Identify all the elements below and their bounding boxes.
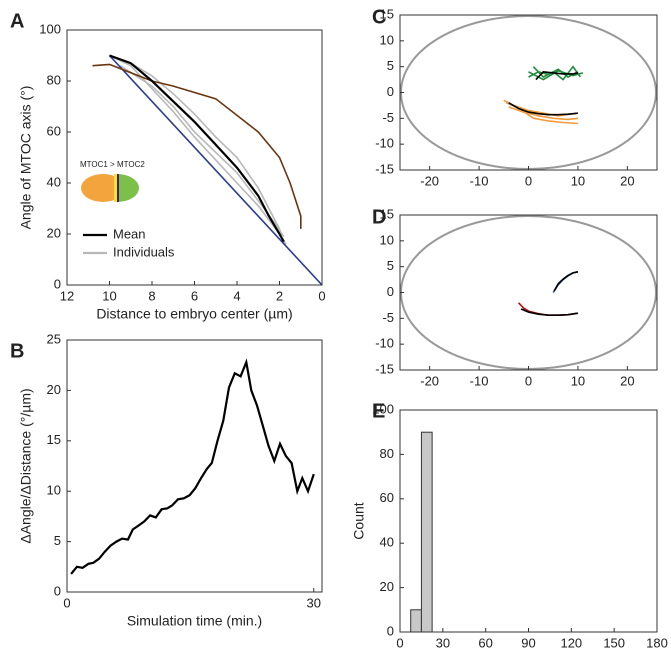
y-tick-label: 25 <box>47 331 61 346</box>
y-tick-label: 20 <box>47 225 61 240</box>
y-tick-label: 5 <box>54 533 61 548</box>
series-line <box>552 271 579 293</box>
y-tick-label: 40 <box>47 174 61 189</box>
x-tick-label: -10 <box>470 373 489 388</box>
x-tick-label: 0 <box>63 595 70 610</box>
y-axis-label: Angle of MTOC axis (°) <box>18 86 34 230</box>
series-line <box>109 54 285 243</box>
y-tick-label: 60 <box>47 123 61 138</box>
x-tick-label: -20 <box>420 373 439 388</box>
x-tick-label: 10 <box>571 373 585 388</box>
x-tick-label: 30 <box>307 595 321 610</box>
y-tick-label: 20 <box>47 382 61 397</box>
series-line <box>553 271 579 292</box>
hist-bar <box>420 431 433 633</box>
y-tick-label: 80 <box>47 72 61 87</box>
mtoc-icon <box>81 174 139 202</box>
y-tick-label: 0 <box>387 84 394 99</box>
y-tick-label: 60 <box>380 490 394 505</box>
x-tick-label: 30 <box>436 635 450 650</box>
y-tick-label: 80 <box>380 446 394 461</box>
y-tick-label: 5 <box>387 58 394 73</box>
series-line <box>119 65 285 238</box>
panel-label: C <box>372 6 386 28</box>
x-tick-label: 10 <box>571 173 585 188</box>
panel-label: E <box>372 400 385 422</box>
embryo-outline <box>400 15 657 170</box>
x-tick-label: 8 <box>148 288 155 303</box>
y-tick-label: 0 <box>387 284 394 299</box>
panel-label: B <box>10 340 24 362</box>
y-tick-label: -5 <box>382 110 394 125</box>
y-tick-label: 100 <box>39 21 61 36</box>
panel-label: D <box>372 206 386 228</box>
x-tick-label: 6 <box>191 288 198 303</box>
x-axis-label: Simulation time (min.) <box>127 613 262 629</box>
y-tick-label: 40 <box>380 535 394 550</box>
x-axis-label: Distance to embryo center (µm) <box>96 306 292 322</box>
series-line <box>70 358 315 575</box>
series-line <box>508 106 578 121</box>
x-tick-label: 0 <box>318 288 325 303</box>
y-axis-label: Count <box>351 502 367 539</box>
legend-label: Mean <box>113 226 146 241</box>
series-line <box>520 308 579 316</box>
y-tick-label: 10 <box>47 483 61 498</box>
x-tick-label: 180 <box>646 635 668 650</box>
panel-label: A <box>10 10 24 32</box>
series-line <box>92 63 302 229</box>
x-tick-label: 20 <box>620 173 634 188</box>
x-tick-label: 20 <box>620 373 634 388</box>
hist-bar <box>410 609 422 633</box>
x-tick-label: 60 <box>478 635 492 650</box>
y-tick-label: 10 <box>380 232 394 247</box>
x-tick-label: 0 <box>525 373 532 388</box>
axes-box <box>66 339 323 593</box>
y-tick-label: 15 <box>380 206 394 221</box>
x-tick-label: 4 <box>233 288 240 303</box>
y-tick-label: 0 <box>387 623 394 638</box>
series-line <box>518 302 579 316</box>
y-tick-label: -10 <box>375 336 394 351</box>
y-tick-label: -10 <box>375 136 394 151</box>
y-tick-label: 100 <box>372 401 394 416</box>
series-line <box>109 54 283 240</box>
y-tick-label: 5 <box>387 258 394 273</box>
y-axis-label: ΔAngle/ΔDistance (°/µm) <box>18 388 34 543</box>
legend-label: Individuals <box>113 244 175 259</box>
series-line <box>535 70 579 81</box>
x-tick-label: 150 <box>603 635 625 650</box>
annotation: MTOC1 > MTOC2 <box>80 160 145 169</box>
y-tick-label: 15 <box>380 6 394 21</box>
y-tick-label: 10 <box>380 32 394 47</box>
x-tick-label: 0 <box>396 635 403 650</box>
axes-box <box>66 29 323 286</box>
x-axis-label: Final angle (°) <box>485 653 572 655</box>
y-tick-label: -15 <box>375 361 394 376</box>
x-tick-label: -20 <box>420 173 439 188</box>
x-tick-label: -10 <box>470 173 489 188</box>
x-tick-label: 0 <box>525 173 532 188</box>
y-tick-label: 15 <box>47 432 61 447</box>
x-tick-label: 120 <box>560 635 582 650</box>
axes-box <box>399 409 658 633</box>
x-tick-label: 2 <box>276 288 283 303</box>
embryo-outline <box>400 215 657 370</box>
x-tick-label: 12 <box>60 288 74 303</box>
series-line <box>108 54 322 285</box>
series-line <box>508 102 578 116</box>
y-tick-label: 20 <box>380 579 394 594</box>
y-tick-label: -5 <box>382 310 394 325</box>
y-tick-label: 0 <box>54 276 61 291</box>
x-tick-label: 10 <box>102 288 116 303</box>
x-tick-label: 90 <box>521 635 535 650</box>
y-tick-label: 0 <box>54 583 61 598</box>
y-tick-label: -15 <box>375 161 394 176</box>
series-line <box>532 65 582 81</box>
